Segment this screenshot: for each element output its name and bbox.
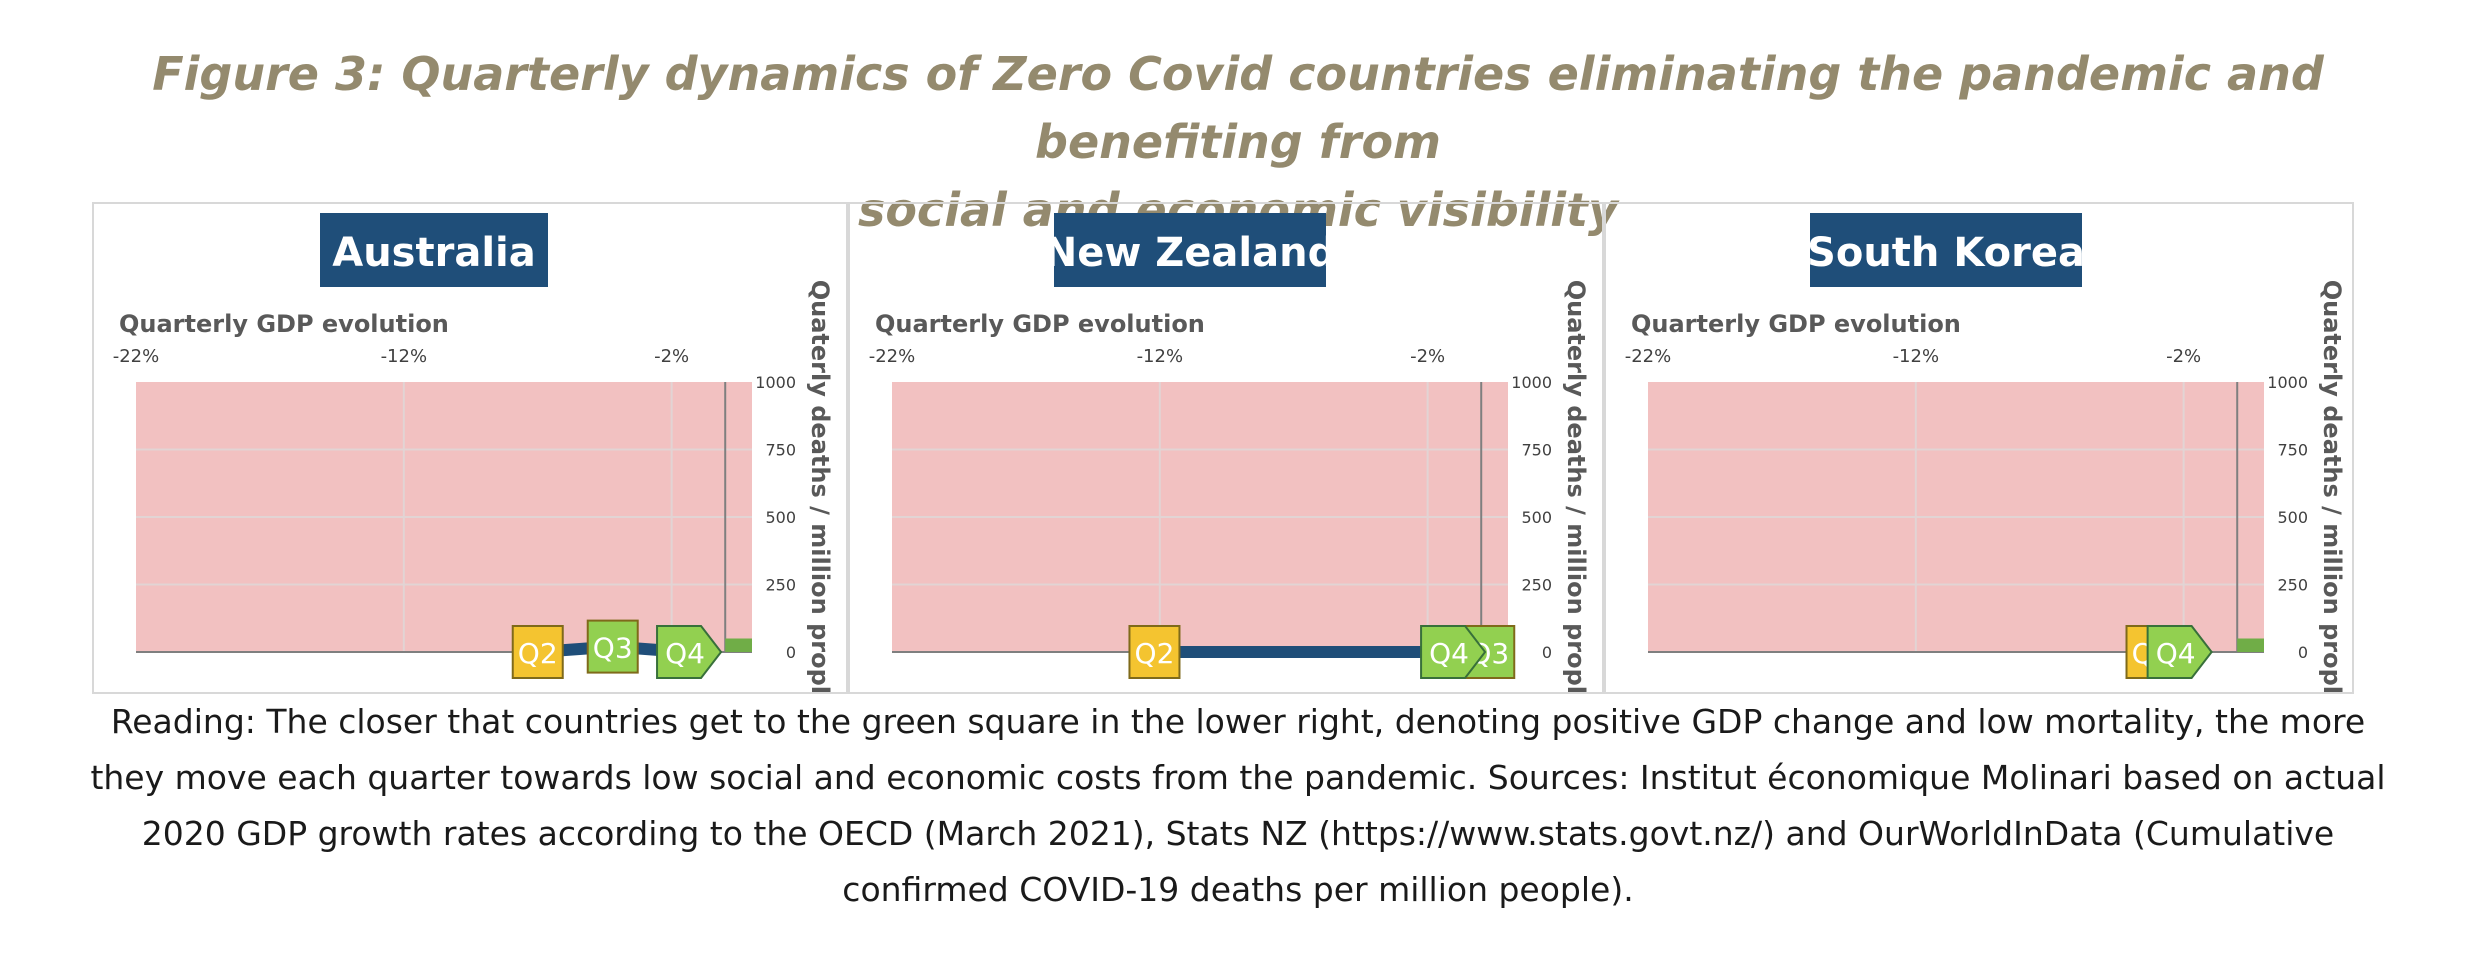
caption-line2: they move each quarter towards low socia… [90, 758, 2386, 797]
quarter-marker-q2 [511, 625, 564, 679]
figure-title-line1: Figure 3: Quarterly dynamics of Zero Cov… [152, 47, 2324, 169]
y-tick-label: 0 [2298, 643, 2308, 662]
x-tick-label: -12% [1893, 346, 1940, 367]
quarter-label-q4: Q4 [665, 637, 705, 670]
x-tick-label: -2% [2166, 346, 2201, 367]
x-tick-label: -22% [869, 346, 916, 367]
quarter-marker-q4 [656, 625, 723, 679]
chart-panel-south-korea: South Korea Quarterly GDP evolution -22% -1… [1606, 202, 2358, 694]
chart-svg-australia: Australia Quarterly GDP evolution -22% -12%… [113, 213, 834, 694]
quarter-label-q3: Q3 [593, 632, 633, 665]
country-title: Australia [332, 230, 536, 276]
x-tick-label: -22% [1625, 346, 1672, 367]
y-tick-label: 500 [1521, 508, 1552, 527]
y-tick-label: 1000 [2267, 373, 2308, 392]
caption-line4: confirmed COVID-19 deaths per million pe… [842, 870, 1634, 909]
panel-divider [846, 202, 850, 694]
y-axis-title: Quaterly deaths / million prople [2318, 280, 2346, 694]
chart-panel-new-zealand: New Zealand Quarterly GDP evolution -22% -1… [850, 202, 1602, 694]
y-tick-label: 0 [786, 643, 796, 662]
quarter-marker-q4 [2146, 625, 2213, 679]
y-tick-label: 750 [2277, 441, 2308, 460]
quarter-marker-q3 [586, 619, 639, 674]
country-title-box [320, 213, 548, 287]
quarter-marker-q4 [1420, 625, 1487, 679]
x-tick-label: -12% [1137, 346, 1184, 367]
quarter-label-q4: Q4 [2156, 637, 2196, 670]
green-target-square [725, 638, 752, 652]
y-tick-label: 250 [1521, 576, 1552, 595]
chart-svg-south-korea: South Korea Quarterly GDP evolution -22% -1… [1625, 213, 2346, 694]
x-tick-label: -2% [654, 346, 689, 367]
y-tick-label: 500 [2277, 508, 2308, 527]
y-axis-title: Quaterly deaths / million prople [806, 280, 834, 694]
quarter-label-q2: Q2 [518, 637, 558, 670]
country-title-box [1810, 213, 2082, 287]
x-tick-label: -12% [381, 346, 428, 367]
y-axis-title: Quaterly deaths / million prople [1562, 280, 1590, 694]
caption-line3: 2020 GDP growth rates according to the O… [141, 814, 2335, 853]
figure-title: Figure 3: Quarterly dynamics of Zero Cov… [60, 40, 2416, 244]
x-tick-label: -2% [1410, 346, 1445, 367]
caption-line1: Reading: The closer that countries get t… [110, 702, 2366, 741]
country-title-box [1054, 213, 1326, 287]
chart-svg-new-zealand: New Zealand Quarterly GDP evolution -22% -1… [869, 213, 1590, 694]
figure-frame [92, 202, 2354, 694]
y-tick-label: 0 [1542, 643, 1552, 662]
y-tick-label: 250 [765, 576, 796, 595]
x-tick-label: -22% [113, 346, 160, 367]
green-target-square [2237, 638, 2264, 652]
panel-divider [1602, 202, 1606, 694]
quarter-marker-q2 [1128, 625, 1181, 679]
x-axis-title: Quarterly GDP evolution [875, 310, 1205, 338]
y-tick-label: 750 [1521, 441, 1552, 460]
y-tick-label: 500 [765, 508, 796, 527]
country-title: New Zealand [1044, 230, 1336, 276]
y-tick-label: 250 [2277, 576, 2308, 595]
country-title: South Korea [1807, 230, 2085, 276]
quarter-label-q4: Q4 [1429, 637, 1469, 670]
chart-panel-australia: Australia Quarterly GDP evolution -22% -12%… [94, 202, 846, 694]
quarter-label-q2: Q2 [1135, 637, 1175, 670]
y-tick-label: 1000 [755, 373, 796, 392]
y-tick-label: 750 [765, 441, 796, 460]
y-tick-label: 1000 [1511, 373, 1552, 392]
x-axis-title: Quarterly GDP evolution [119, 310, 449, 338]
x-axis-title: Quarterly GDP evolution [1631, 310, 1961, 338]
figure-caption: Reading: The closer that countries get t… [70, 694, 2406, 918]
